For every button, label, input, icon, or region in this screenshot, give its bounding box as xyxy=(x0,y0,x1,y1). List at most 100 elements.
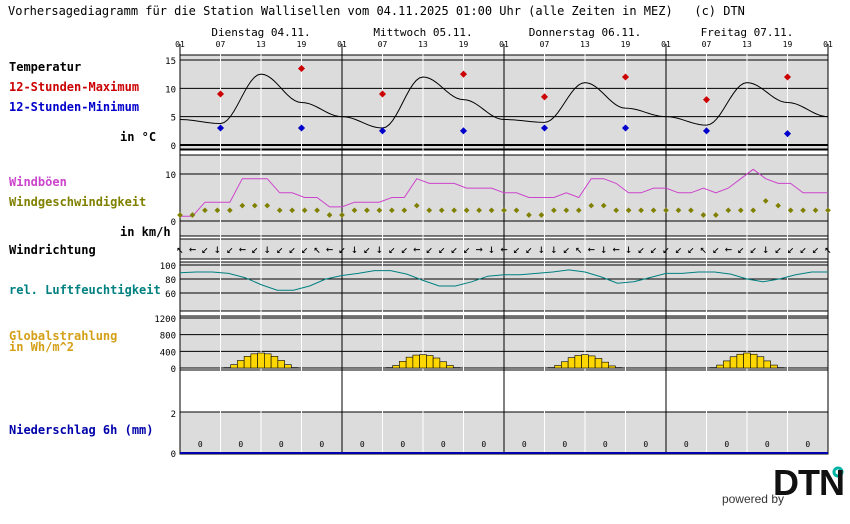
precip-value: 0 xyxy=(198,440,203,449)
dtn-logo: DTN xyxy=(773,462,845,503)
radiation-bar xyxy=(736,353,744,369)
wind-direction-arrow: ↙ xyxy=(525,242,532,256)
radiation-bar xyxy=(567,357,576,369)
radiation-bar xyxy=(723,360,731,369)
wind-speed-marker xyxy=(575,207,582,214)
radiation-bar xyxy=(426,355,434,369)
precip-value: 0 xyxy=(603,440,608,449)
day-label: Mittwoch 05.11. xyxy=(373,26,472,39)
max12-marker xyxy=(216,90,225,98)
wind-direction-arrow: ↙ xyxy=(289,242,296,256)
wind-speed-marker xyxy=(513,207,520,214)
wind-direction-arrow: ↖ xyxy=(575,242,582,256)
precip-value: 0 xyxy=(238,440,243,449)
wind-direction-arrow: ↙ xyxy=(426,242,433,256)
ytick-precip: 2 xyxy=(171,410,176,420)
wind-speed-marker xyxy=(451,207,457,214)
precip-value: 0 xyxy=(684,440,689,449)
precip-value: 0 xyxy=(724,440,729,449)
radiation-bar xyxy=(756,356,765,369)
radiation-bar xyxy=(419,354,427,369)
wind-speed-marker xyxy=(239,202,246,209)
radiation-bar xyxy=(716,364,724,369)
xtick-hour: 19 xyxy=(783,40,793,49)
radiation-bar xyxy=(264,353,272,369)
min12-marker xyxy=(783,130,792,138)
ytick-wind: 10 xyxy=(165,171,176,181)
wind-speed-marker xyxy=(526,212,532,218)
radiation-bar xyxy=(750,353,758,369)
wind-speed-marker xyxy=(825,207,831,214)
ytick-temp: 15 xyxy=(165,57,176,67)
wind-direction-arrow: ↓ xyxy=(376,242,383,256)
xtick-hour: 19 xyxy=(297,40,307,49)
wind-direction-arrow: ← xyxy=(725,242,732,256)
wind-speed-marker xyxy=(600,202,607,209)
min12-marker xyxy=(378,127,387,135)
radiation-bar xyxy=(392,365,400,369)
wind-speed-marker xyxy=(688,207,694,214)
precip-value: 0 xyxy=(400,440,405,449)
xtick-hour: 01 xyxy=(499,40,509,49)
label-radiation: Globalstrahlung xyxy=(9,329,118,343)
wind-speed-marker xyxy=(488,207,495,214)
ytick-radiation: 800 xyxy=(160,332,176,342)
radiation-bar xyxy=(432,357,441,369)
wind-direction-arrow: ↓ xyxy=(550,242,557,256)
xtick-hour: 01 xyxy=(175,40,185,49)
wind-direction-arrow: ↙ xyxy=(650,242,657,256)
wind-speed-marker xyxy=(787,207,794,214)
day-label: Donnerstag 06.11. xyxy=(529,26,642,39)
wind-direction-arrow: ↙ xyxy=(301,242,308,256)
radiation-bar xyxy=(277,360,285,369)
ytick-radiation: 1200 xyxy=(154,315,176,325)
wind-direction-arrow: → xyxy=(475,242,482,256)
precip-value: 0 xyxy=(643,440,648,449)
wind-direction-arrow: ↙ xyxy=(513,242,520,256)
radiation-bar xyxy=(554,365,562,369)
wind-speed-marker xyxy=(389,207,395,214)
max12-marker xyxy=(459,70,468,78)
max12-marker xyxy=(783,73,792,81)
wind-speed-marker xyxy=(812,207,819,214)
radiation-bar xyxy=(588,355,596,369)
precip-value: 0 xyxy=(562,440,567,449)
wind-direction-arrow: ↙ xyxy=(775,242,782,256)
precip-value: 0 xyxy=(481,440,486,449)
xtick-hour: 07 xyxy=(540,40,550,49)
label-radiation-unit: in Wh/m^2 xyxy=(9,340,75,354)
xtick-hour: 01 xyxy=(337,40,347,49)
min12-marker xyxy=(216,124,225,132)
radiation-bar xyxy=(237,360,245,369)
wind-direction-arrow: ↙ xyxy=(251,242,258,256)
ytick-humidity: 80 xyxy=(165,276,176,286)
wind-speed-marker xyxy=(501,207,507,214)
label-temp-unit: in °C xyxy=(120,130,157,144)
wind-speed-marker xyxy=(800,207,806,214)
radiation-bar xyxy=(412,354,420,369)
wind-direction-arrow: ↙ xyxy=(451,242,458,256)
wind-direction-arrow: ← xyxy=(413,242,420,256)
label-wind-direction: Windrichtung xyxy=(9,243,96,257)
xtick-hour: 19 xyxy=(621,40,631,49)
wind-direction-arrow: ↖ xyxy=(824,242,831,256)
label-wind-speed: Windgeschwindigkeit xyxy=(9,195,147,209)
precip-value: 0 xyxy=(441,440,446,449)
wind-direction-arrow: ← xyxy=(239,242,246,256)
wind-speed-marker xyxy=(663,207,669,214)
wind-direction-arrow: ↙ xyxy=(388,242,395,256)
xtick-hour: 13 xyxy=(256,40,266,49)
label-wind-unit: in km/h xyxy=(120,225,171,239)
ytick-temp: 10 xyxy=(165,85,176,95)
wind-speed-marker xyxy=(276,207,283,214)
precip-value: 0 xyxy=(360,440,365,449)
xtick-hour: 01 xyxy=(661,40,671,49)
wind-speed-marker xyxy=(264,202,271,209)
wind-speed-marker xyxy=(713,212,719,218)
radiation-bar xyxy=(399,361,407,369)
wind-direction-arrow: ↖ xyxy=(313,242,320,256)
wind-speed-marker xyxy=(613,207,619,214)
wind-direction-arrow: ↓ xyxy=(488,242,495,256)
day-label: Freitag 07.11. xyxy=(701,26,794,39)
